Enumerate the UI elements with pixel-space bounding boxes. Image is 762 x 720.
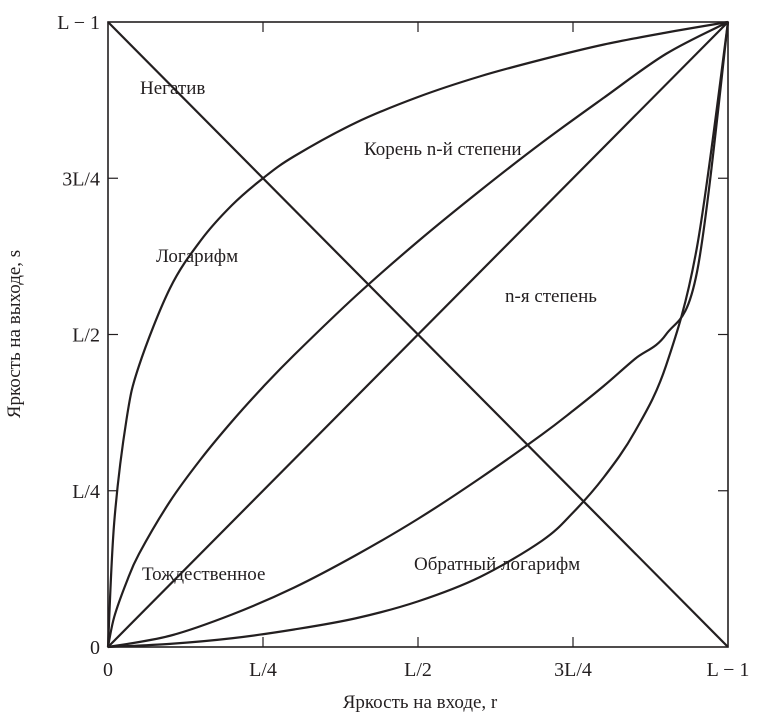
x-tick-label-1: L/4 — [249, 659, 277, 681]
series-line-3 — [106, 21, 729, 648]
series-line-2 — [106, 20, 729, 648]
x-tick-label-3: 3L/4 — [554, 659, 592, 681]
y-tick-label-2: L/2 — [72, 325, 100, 347]
tick-labels-group: 0 L/4 L/2 3L/4 L − 1 0 L/4 L/2 3L/4 L − 1 — [57, 12, 749, 681]
x-tick-label-2: L/2 — [404, 659, 432, 681]
y-tick-label-1: L/4 — [72, 481, 100, 503]
x-tick-label-4: L − 1 — [707, 659, 750, 681]
series-label-nth-root: Корень n-й степени — [364, 139, 522, 160]
y-tick-label-4: L − 1 — [57, 12, 100, 34]
series-line-5 — [107, 21, 730, 649]
series-label-negative: Негатив — [140, 78, 205, 99]
y-tick-label-0: 0 — [90, 637, 100, 659]
ticks-group — [108, 22, 728, 647]
series-label-identity: Тождественное — [142, 564, 265, 585]
y-axis-title: Яркость на выходе, s — [4, 250, 25, 418]
x-tick-label-0: 0 — [103, 659, 113, 681]
series-label-nth-power: n-я степень — [505, 286, 597, 307]
x-axis-title: Яркость на входе, r — [343, 692, 498, 713]
series-label-log: Логарифм — [156, 246, 238, 267]
curves-group — [106, 20, 730, 649]
y-tick-label-3: 3L/4 — [62, 168, 100, 190]
series-label-inverse-log: Обратный логарифм — [414, 554, 580, 575]
series-line-1 — [107, 21, 729, 648]
